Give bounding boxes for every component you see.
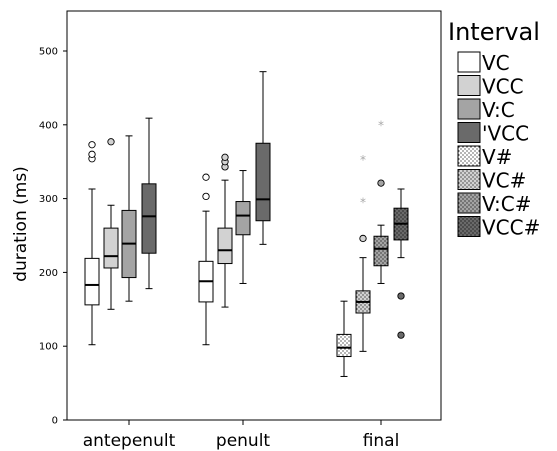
outlier-point — [397, 292, 405, 300]
box-body — [141, 183, 157, 254]
box-pattern — [374, 236, 388, 266]
legend-item: V:C# — [457, 192, 532, 216]
legend-item: 'VCC — [457, 122, 529, 146]
box-body — [255, 142, 271, 222]
outlier-point — [202, 173, 210, 181]
legend-item: VCC — [457, 75, 524, 99]
box-body — [84, 257, 100, 306]
outlier-point — [221, 153, 229, 161]
x-axis: antepenult penult final — [83, 420, 400, 451]
legend-swatch — [457, 98, 481, 120]
outlier-point — [202, 192, 210, 201]
y-axis: 0 100 200 300 400 500 — [39, 47, 67, 427]
extreme-point: * — [378, 119, 384, 133]
y-axis-title: duration (ms) — [11, 166, 31, 282]
y-tick-label: 100 — [39, 342, 58, 353]
box-penult-VCC — [217, 153, 233, 308]
box-pattern — [337, 334, 351, 357]
y-tick-label: 400 — [39, 120, 58, 131]
outlier-point — [377, 179, 385, 187]
y-tick-label: 0 — [52, 416, 58, 427]
outlier-point — [88, 150, 96, 158]
outlier-point — [88, 141, 96, 149]
legend-title: Interval — [448, 18, 540, 46]
box-body — [217, 227, 233, 265]
legend-label: V:C# — [482, 192, 532, 216]
box-final-VC-final: * — [373, 119, 389, 284]
legend-swatch-pattern — [458, 216, 480, 237]
box-penult-VC — [198, 173, 214, 346]
extreme-point: * — [360, 195, 366, 209]
legend-item: V:C — [457, 98, 515, 122]
box-body — [103, 227, 119, 269]
y-tick-label: 500 — [39, 47, 58, 58]
box-penult-VC — [235, 170, 251, 284]
legend-swatch — [457, 122, 481, 143]
legend-label: V# — [482, 145, 512, 169]
box-antepenult-VC — [84, 141, 100, 346]
legend-label: V:C — [482, 98, 515, 122]
outlier-point — [359, 234, 367, 243]
legend-item: V# — [457, 145, 512, 169]
box-antepenult-VCC — [103, 138, 119, 310]
y-tick-label: 300 — [39, 194, 58, 205]
extreme-point: * — [360, 153, 366, 167]
box-series: *** — [84, 71, 409, 377]
legend-swatch — [457, 51, 481, 73]
legend-label: VCC — [482, 75, 524, 99]
box-antepenult-VCC — [141, 117, 157, 290]
box-final-V-final — [336, 300, 352, 377]
box-final-VC-final: ** — [355, 153, 371, 352]
box-final-VCC-final — [393, 188, 409, 339]
legend-label: VC# — [482, 169, 526, 193]
outlier-point — [107, 138, 115, 146]
x-tick-label: penult — [216, 431, 271, 451]
box-penult-VCC — [255, 71, 271, 245]
legend-item: VCC# — [457, 216, 540, 240]
x-tick-label: final — [363, 431, 400, 451]
legend-swatch-pattern — [458, 146, 480, 166]
legend-swatch-pattern — [458, 193, 480, 213]
outlier-point — [397, 331, 405, 339]
legend-swatch — [457, 75, 481, 96]
legend-label: 'VCC — [482, 122, 529, 146]
y-tick-label: 200 — [39, 268, 58, 279]
legend-label: VC — [482, 51, 510, 75]
legend-item: VC — [457, 51, 510, 75]
box-body — [235, 201, 251, 236]
legend-swatch-pattern — [458, 169, 480, 190]
box-antepenult-VC — [121, 135, 137, 302]
legend-item: VC# — [457, 169, 526, 193]
x-tick-label: antepenult — [83, 431, 176, 451]
legend-label: VCC# — [482, 216, 540, 240]
